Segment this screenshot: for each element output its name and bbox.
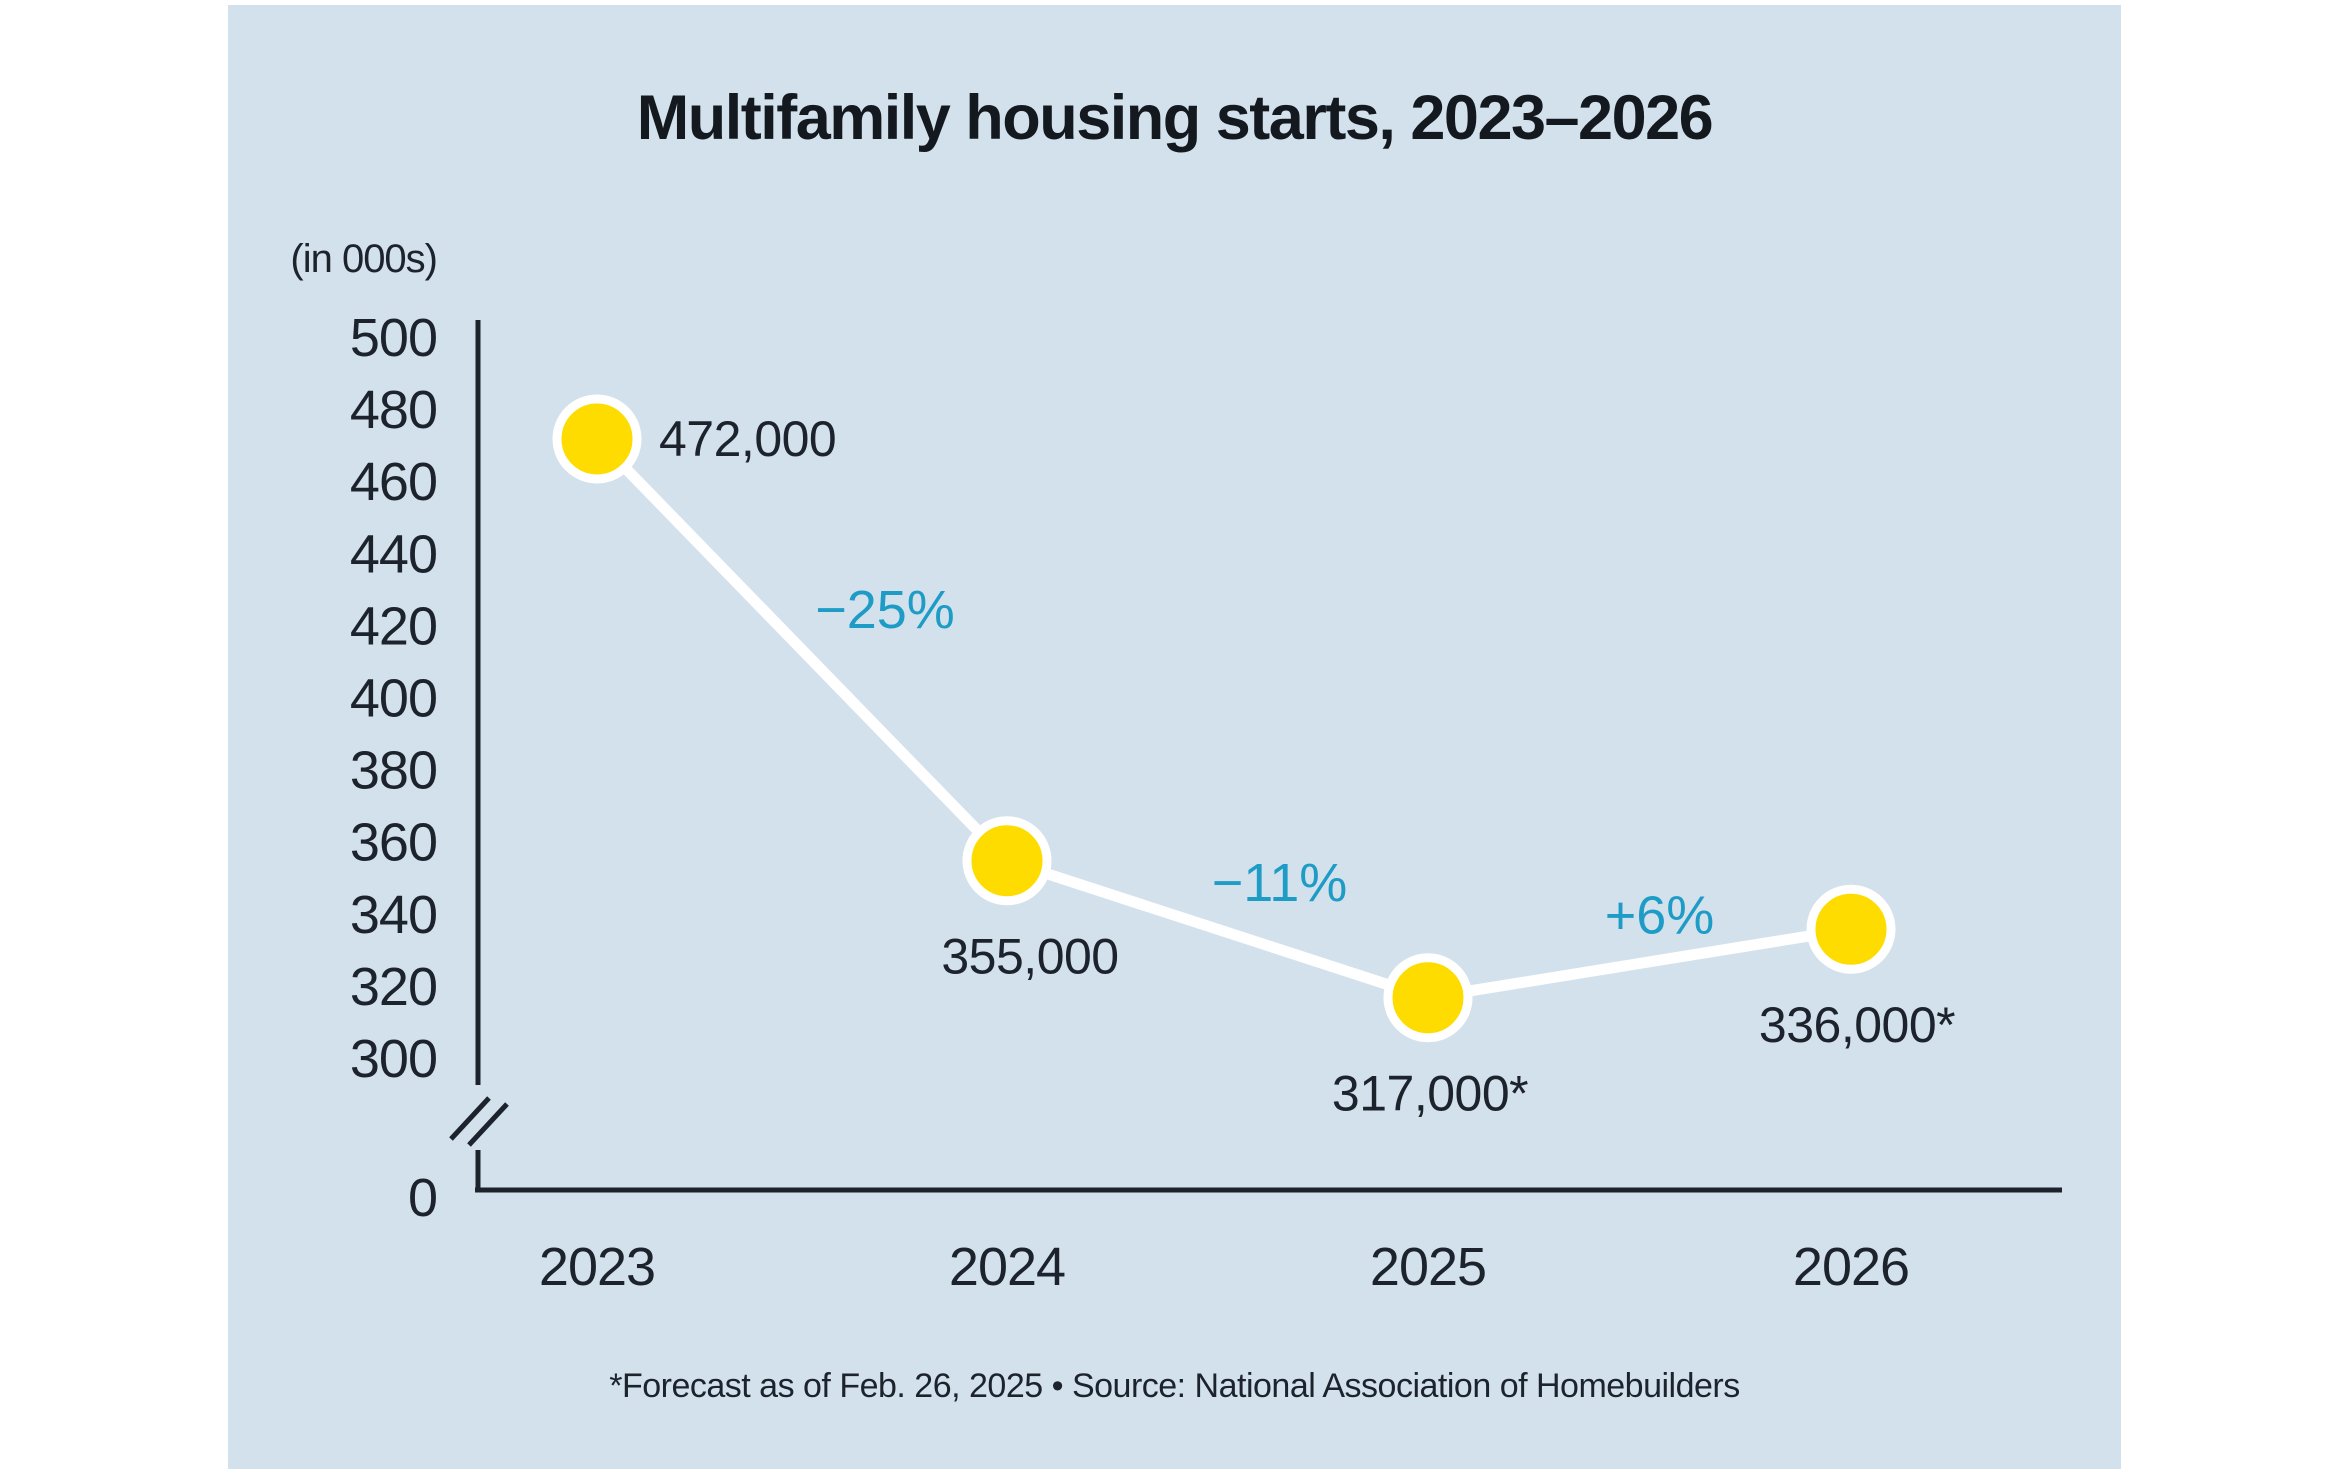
- chart-panel: [228, 5, 2121, 1469]
- y-tick-label: 500: [350, 308, 437, 368]
- y-axis-unit-label: (in 000s): [290, 237, 438, 281]
- x-tick-label: 2025: [1370, 1237, 1486, 1297]
- series-line: [591, 433, 1857, 1004]
- y-origin-label: 0: [408, 1168, 437, 1228]
- y-tick-label: 440: [350, 524, 437, 584]
- change-label: +6%: [1605, 885, 1715, 945]
- y-tick-label: 340: [350, 885, 437, 945]
- y-tick-label: 360: [350, 813, 437, 873]
- data-point-marker: [1806, 884, 1896, 974]
- axis-break-icon: [467, 1102, 509, 1147]
- change-label: −11%: [1212, 853, 1348, 913]
- data-point-label: 317,000*: [1332, 1066, 1528, 1122]
- data-point-marker: [962, 816, 1052, 906]
- data-point-label: 472,000: [659, 411, 836, 467]
- y-tick-label: 400: [350, 669, 437, 729]
- data-point-marker: [1383, 953, 1473, 1043]
- y-tick-label: 380: [350, 741, 437, 801]
- data-point-label: 355,000: [941, 929, 1118, 985]
- y-tick-label: 320: [350, 957, 437, 1017]
- data-point-label: 336,000*: [1759, 997, 1955, 1053]
- x-tick-label: 2023: [539, 1237, 655, 1297]
- y-tick-label: 420: [350, 596, 437, 656]
- data-point-marker: [552, 394, 642, 484]
- y-tick-label: 480: [350, 380, 437, 440]
- change-label: −25%: [815, 580, 955, 640]
- y-tick-label: 300: [350, 1029, 437, 1089]
- y-tick-label: 460: [350, 452, 437, 512]
- axis-break-icon: [449, 1096, 491, 1141]
- chart-title: Multifamily housing starts, 2023–2026: [636, 83, 1714, 153]
- x-tick-label: 2024: [949, 1237, 1065, 1297]
- x-tick-label: 2026: [1793, 1237, 1909, 1297]
- footnote: *Forecast as of Feb. 26, 2025 • Source: …: [609, 1367, 1740, 1405]
